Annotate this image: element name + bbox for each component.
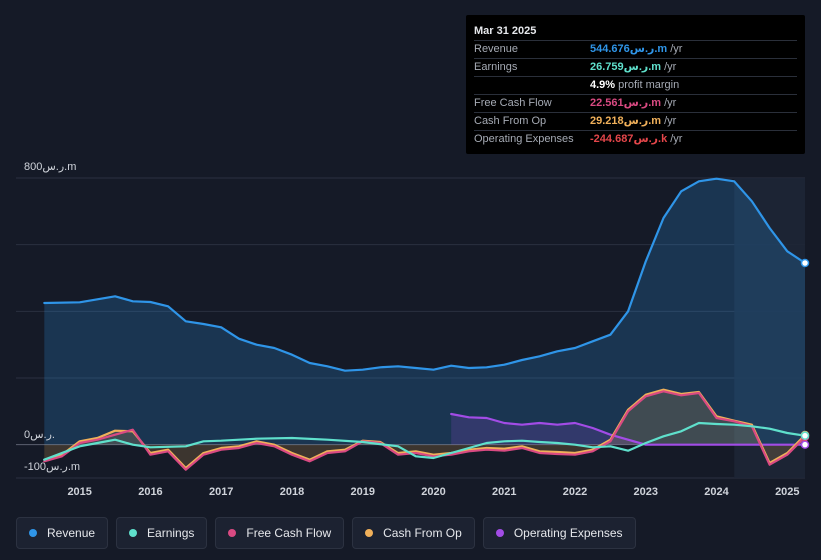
- tooltip-row-value: 4.9%: [590, 79, 616, 91]
- series-areas: [44, 178, 806, 468]
- operating-expenses-area: [451, 414, 805, 445]
- legend-dot-icon: [495, 529, 504, 537]
- gridlines: [16, 177, 805, 479]
- operating-expenses-line: [450, 412, 807, 446]
- tooltip-row-suffix: /yr: [670, 43, 683, 55]
- tooltip-row-value: 544.676ر.س.m: [590, 43, 668, 55]
- tooltip-row-value: -244.687ر.س.k: [590, 133, 668, 145]
- tooltip-row-value: 26.759ر.س.m: [590, 61, 662, 73]
- x-tick-label-2017: 2017: [209, 486, 233, 498]
- tooltip-row: Free Cash Flow 22.561ر.س.m/yr: [474, 95, 797, 113]
- revenue-area: [44, 178, 806, 445]
- revenue-line: [43, 177, 807, 372]
- chart-legend: Revenue Earnings Free Cash Flow Cash From O…: [16, 517, 636, 549]
- legend-label: Operating Expenses: [513, 526, 623, 540]
- x-tick-label-2025: 2025: [775, 486, 799, 498]
- x-tick-label-2022: 2022: [563, 486, 587, 498]
- y-tick-label-top: 800ر.س.m: [24, 161, 76, 173]
- x-axis-ticks: 2015 2016 2017 2018 2019 2020 2021 2022 2023 2024…: [67, 486, 799, 498]
- tooltip-row-label: [474, 77, 590, 94]
- legend-dot-icon: [129, 529, 138, 537]
- x-tick-label-2016: 2016: [138, 486, 162, 498]
- tooltip-date: Mar 31 2025: [474, 23, 797, 41]
- legend-label: Earnings: [147, 526, 195, 540]
- series-endpoints: [800, 258, 810, 449]
- legend-revenue[interactable]: Revenue: [16, 517, 109, 549]
- y-tick-label-bottom: -100ر.س.m: [24, 461, 80, 473]
- tooltip-row-label: Revenue: [474, 43, 519, 55]
- tooltip-row-value: 29.218ر.س.m: [590, 115, 662, 127]
- tooltip-row-suffix: /yr: [670, 133, 683, 145]
- operating-expenses-endpoint: [800, 440, 810, 449]
- tooltip-row: Earnings 26.759ر.س.m/yr: [474, 59, 797, 77]
- legend-dot-icon: [228, 529, 237, 537]
- x-tick-label-2019: 2019: [350, 486, 374, 498]
- legend-earnings[interactable]: Earnings: [116, 517, 208, 549]
- tooltip-row: 4.9% profit margin: [474, 77, 797, 95]
- x-tick-label-2021: 2021: [492, 486, 516, 498]
- revenue-endpoint: [800, 258, 810, 268]
- legend-dot-icon: [29, 529, 37, 537]
- legend-free-cash-flow[interactable]: Free Cash Flow: [215, 517, 345, 549]
- tooltip-row-suffix: /yr: [664, 115, 677, 127]
- tooltip-row: Cash From Op 29.218ر.س.m/yr: [474, 113, 797, 131]
- tooltip-row-label: Cash From Op: [474, 115, 547, 127]
- tooltip-row-suffix: profit margin: [618, 79, 680, 91]
- cash-from-op-line: [43, 388, 807, 470]
- tooltip-row-label: Free Cash Flow: [474, 97, 552, 109]
- tooltip-row-suffix: /yr: [664, 97, 677, 109]
- x-tick-label-2020: 2020: [421, 486, 445, 498]
- data-tooltip: Mar 31 2025 Revenue 544.676ر.س.m/yr Earnin…: [466, 15, 805, 154]
- tooltip-row-suffix: /yr: [664, 61, 677, 73]
- tooltip-row: Revenue 544.676ر.س.m/yr: [474, 41, 797, 59]
- series-lines: [43, 177, 807, 471]
- y-tick-label-zero: 0ر.س.: [24, 429, 55, 441]
- tooltip-row-label: Operating Expenses: [474, 133, 574, 145]
- tooltip-row-value: 22.561ر.س.m: [590, 97, 662, 109]
- free-cash-flow-line: [43, 390, 807, 471]
- x-tick-label-2015: 2015: [67, 486, 91, 498]
- tooltip-row-label: Earnings: [474, 61, 518, 73]
- legend-label: Cash From Op: [383, 526, 462, 540]
- x-tick-label-2024: 2024: [704, 486, 729, 498]
- legend-label: Free Cash Flow: [246, 526, 332, 540]
- earnings-endpoint: [800, 431, 810, 440]
- x-tick-label-2018: 2018: [280, 486, 304, 498]
- legend-cash-from-op[interactable]: Cash From Op: [352, 517, 475, 549]
- tooltip-row: Operating Expenses -244.687ر.س.k/yr: [474, 131, 797, 148]
- legend-operating-expenses[interactable]: Operating Expenses: [482, 517, 636, 549]
- x-tick-label-2023: 2023: [634, 486, 658, 498]
- legend-dot-icon: [365, 529, 374, 537]
- earnings-line: [43, 421, 807, 461]
- tooltip-rows: Revenue 544.676ر.س.m/yr Earnings 26.759ر.س.…: [474, 41, 797, 148]
- legend-label: Revenue: [47, 526, 96, 540]
